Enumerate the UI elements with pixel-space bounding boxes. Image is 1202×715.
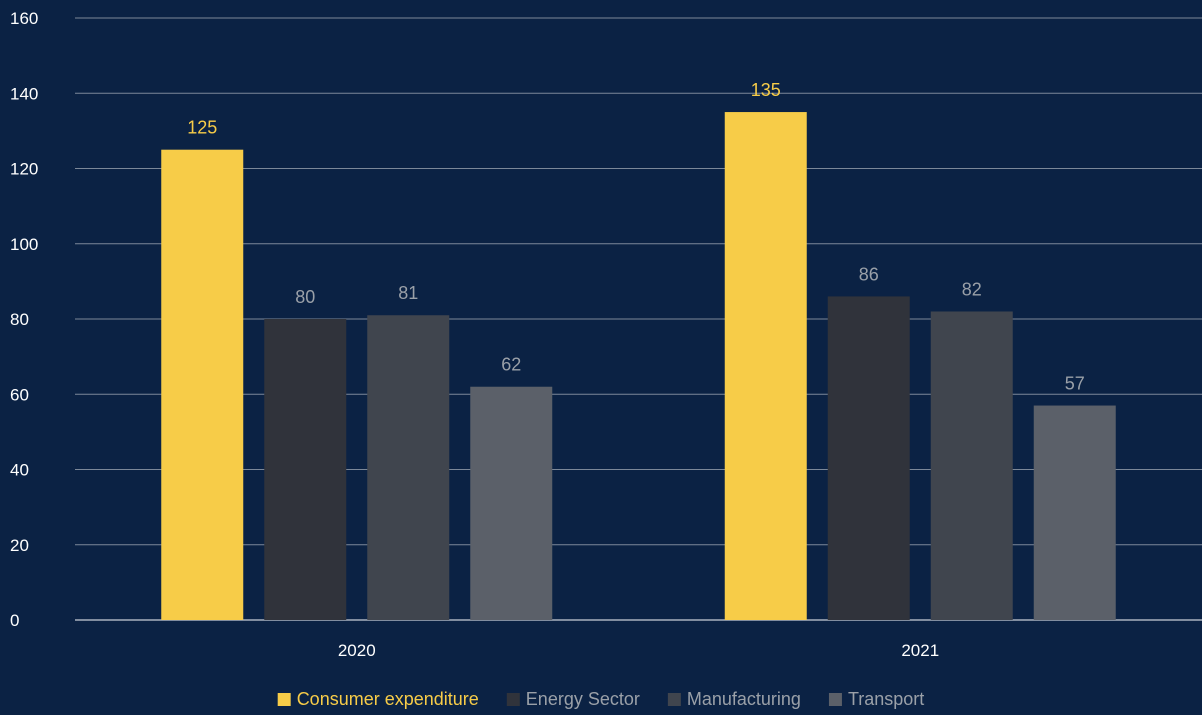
y-tick-label: 0 [10,611,19,630]
data-label: 125 [187,118,217,138]
bar-energy-sector-2021 [827,296,910,620]
legend-swatch [667,693,681,706]
bar-transport-2021 [1033,405,1116,620]
bar-manufacturing-2021 [930,311,1013,620]
bar-consumer-expenditure-2021 [724,112,807,620]
bar-manufacturing-2020 [367,315,450,620]
data-label: 86 [859,264,879,284]
bars [161,112,1116,620]
data-label: 80 [295,287,315,307]
y-tick-label: 160 [10,9,38,28]
bar-energy-sector-2020 [264,319,347,620]
legend-label: Energy Sector [526,689,640,709]
legend-label: Transport [848,689,924,709]
x-category-label: 2020 [338,641,376,660]
data-label: 135 [751,80,781,100]
bar-transport-2020 [470,386,553,620]
y-tick-label: 40 [10,461,29,480]
legend-swatch [277,693,291,706]
y-tick-label: 60 [10,385,29,404]
bar-consumer-expenditure-2020 [161,149,244,620]
legend-label: Manufacturing [687,689,801,709]
data-label: 57 [1065,374,1085,394]
legend-swatch [506,693,520,706]
y-tick-label: 80 [10,310,29,329]
y-tick-label: 120 [10,160,38,179]
gridlines [75,17,1202,621]
legend-swatch [828,693,842,706]
x-axis-categories: 2020 2021 [338,641,939,660]
data-label: 62 [501,355,521,375]
y-axis-ticks: 0 20 40 60 80 100 120 140 160 [10,9,38,630]
y-tick-label: 100 [10,235,38,254]
data-labels: 125 80 81 62 135 86 82 57 [187,80,1085,393]
y-tick-label: 20 [10,536,29,555]
y-tick-label: 140 [10,84,38,103]
legend: Consumer expenditure Energy Sector Manufac… [277,689,924,709]
data-label: 82 [962,279,982,299]
legend-label: Consumer expenditure [297,689,479,709]
data-label: 81 [398,283,418,303]
x-category-label: 2021 [901,641,939,660]
